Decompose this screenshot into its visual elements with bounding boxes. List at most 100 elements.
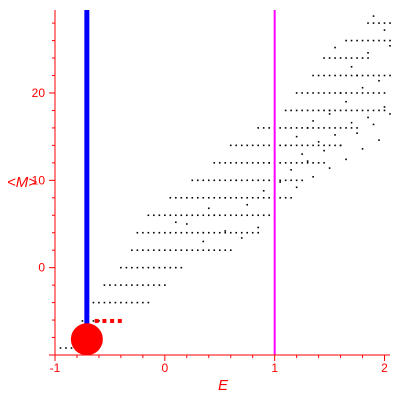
data-point bbox=[169, 196, 172, 199]
data-point bbox=[356, 57, 358, 59]
data-point bbox=[169, 214, 172, 217]
data-point bbox=[218, 196, 221, 199]
data-point bbox=[246, 231, 249, 234]
data-point bbox=[334, 92, 336, 94]
data-point bbox=[312, 127, 314, 129]
data-point bbox=[120, 266, 122, 269]
data-point bbox=[246, 179, 249, 182]
data-point bbox=[290, 144, 292, 147]
data-point bbox=[350, 127, 353, 129]
data-point bbox=[175, 231, 177, 234]
data-point bbox=[372, 15, 375, 17]
data-point bbox=[378, 139, 380, 141]
data-point bbox=[339, 144, 342, 147]
data-point bbox=[131, 249, 133, 251]
highlight-point bbox=[110, 318, 115, 323]
data-point bbox=[383, 106, 386, 108]
data-point bbox=[350, 65, 353, 68]
data-point bbox=[328, 57, 331, 59]
data-point bbox=[323, 149, 325, 152]
data-point bbox=[301, 92, 303, 94]
data-point bbox=[251, 179, 254, 182]
data-point bbox=[312, 109, 314, 112]
data-point bbox=[202, 179, 205, 182]
data-point bbox=[257, 196, 259, 199]
data-point bbox=[224, 196, 227, 199]
data-point bbox=[356, 39, 358, 42]
data-point bbox=[235, 179, 238, 182]
data-point bbox=[350, 92, 353, 94]
data-point bbox=[306, 160, 309, 162]
data-point bbox=[268, 179, 270, 182]
data-point bbox=[103, 284, 106, 286]
data-point bbox=[306, 127, 309, 129]
data-point bbox=[218, 214, 221, 217]
data-point bbox=[235, 214, 238, 217]
data-point bbox=[229, 196, 232, 199]
data-point bbox=[328, 109, 331, 112]
data-point bbox=[284, 144, 287, 147]
data-point bbox=[164, 214, 166, 217]
data-point bbox=[251, 162, 254, 164]
data-point bbox=[367, 74, 369, 77]
data-point bbox=[136, 249, 139, 251]
data-point bbox=[131, 301, 133, 304]
data-point bbox=[295, 186, 298, 189]
data-point bbox=[323, 144, 325, 147]
data-point bbox=[284, 196, 287, 199]
data-point bbox=[279, 179, 281, 182]
data-point bbox=[345, 74, 347, 77]
data-point bbox=[224, 162, 227, 164]
data-point bbox=[257, 226, 259, 229]
data-point bbox=[279, 181, 281, 183]
data-point bbox=[378, 92, 380, 94]
data-point bbox=[290, 179, 292, 182]
data-point bbox=[367, 92, 369, 94]
data-point bbox=[246, 203, 249, 206]
data-point bbox=[317, 74, 320, 77]
data-point bbox=[312, 92, 314, 94]
data-point bbox=[224, 231, 227, 234]
data-point bbox=[136, 301, 139, 304]
data-point bbox=[240, 214, 243, 217]
data-point bbox=[120, 284, 122, 286]
data-point bbox=[378, 74, 380, 77]
data-point bbox=[92, 320, 95, 322]
data-point bbox=[186, 214, 188, 217]
data-point bbox=[328, 144, 331, 147]
data-point bbox=[81, 320, 84, 322]
data-point bbox=[317, 162, 320, 164]
data-point bbox=[164, 231, 166, 234]
x-tick-label: 1 bbox=[271, 361, 278, 375]
data-point bbox=[284, 179, 287, 182]
data-point bbox=[147, 249, 150, 251]
data-point bbox=[224, 249, 227, 251]
data-point bbox=[186, 231, 188, 234]
data-point bbox=[158, 231, 161, 234]
data-point bbox=[229, 179, 232, 182]
data-point bbox=[175, 249, 177, 251]
data-point bbox=[120, 301, 122, 304]
data-point bbox=[207, 207, 210, 210]
data-point bbox=[191, 196, 194, 199]
highlight-point bbox=[102, 318, 107, 323]
data-point bbox=[290, 196, 292, 199]
x-tick-label: 2 bbox=[381, 361, 388, 375]
data-point bbox=[295, 179, 298, 182]
data-point bbox=[295, 135, 298, 138]
data-point bbox=[323, 74, 325, 77]
highlight-point bbox=[117, 318, 122, 323]
data-point bbox=[213, 231, 216, 234]
data-point bbox=[169, 231, 172, 234]
data-point bbox=[257, 231, 259, 234]
data-point bbox=[312, 162, 314, 164]
data-point bbox=[389, 113, 391, 115]
data-point bbox=[328, 167, 331, 169]
data-point bbox=[334, 57, 336, 59]
data-point bbox=[147, 266, 150, 269]
data-point bbox=[175, 196, 177, 199]
data-point bbox=[186, 223, 188, 225]
data-point bbox=[345, 39, 347, 42]
data-point bbox=[339, 57, 342, 59]
data-point bbox=[153, 231, 155, 234]
